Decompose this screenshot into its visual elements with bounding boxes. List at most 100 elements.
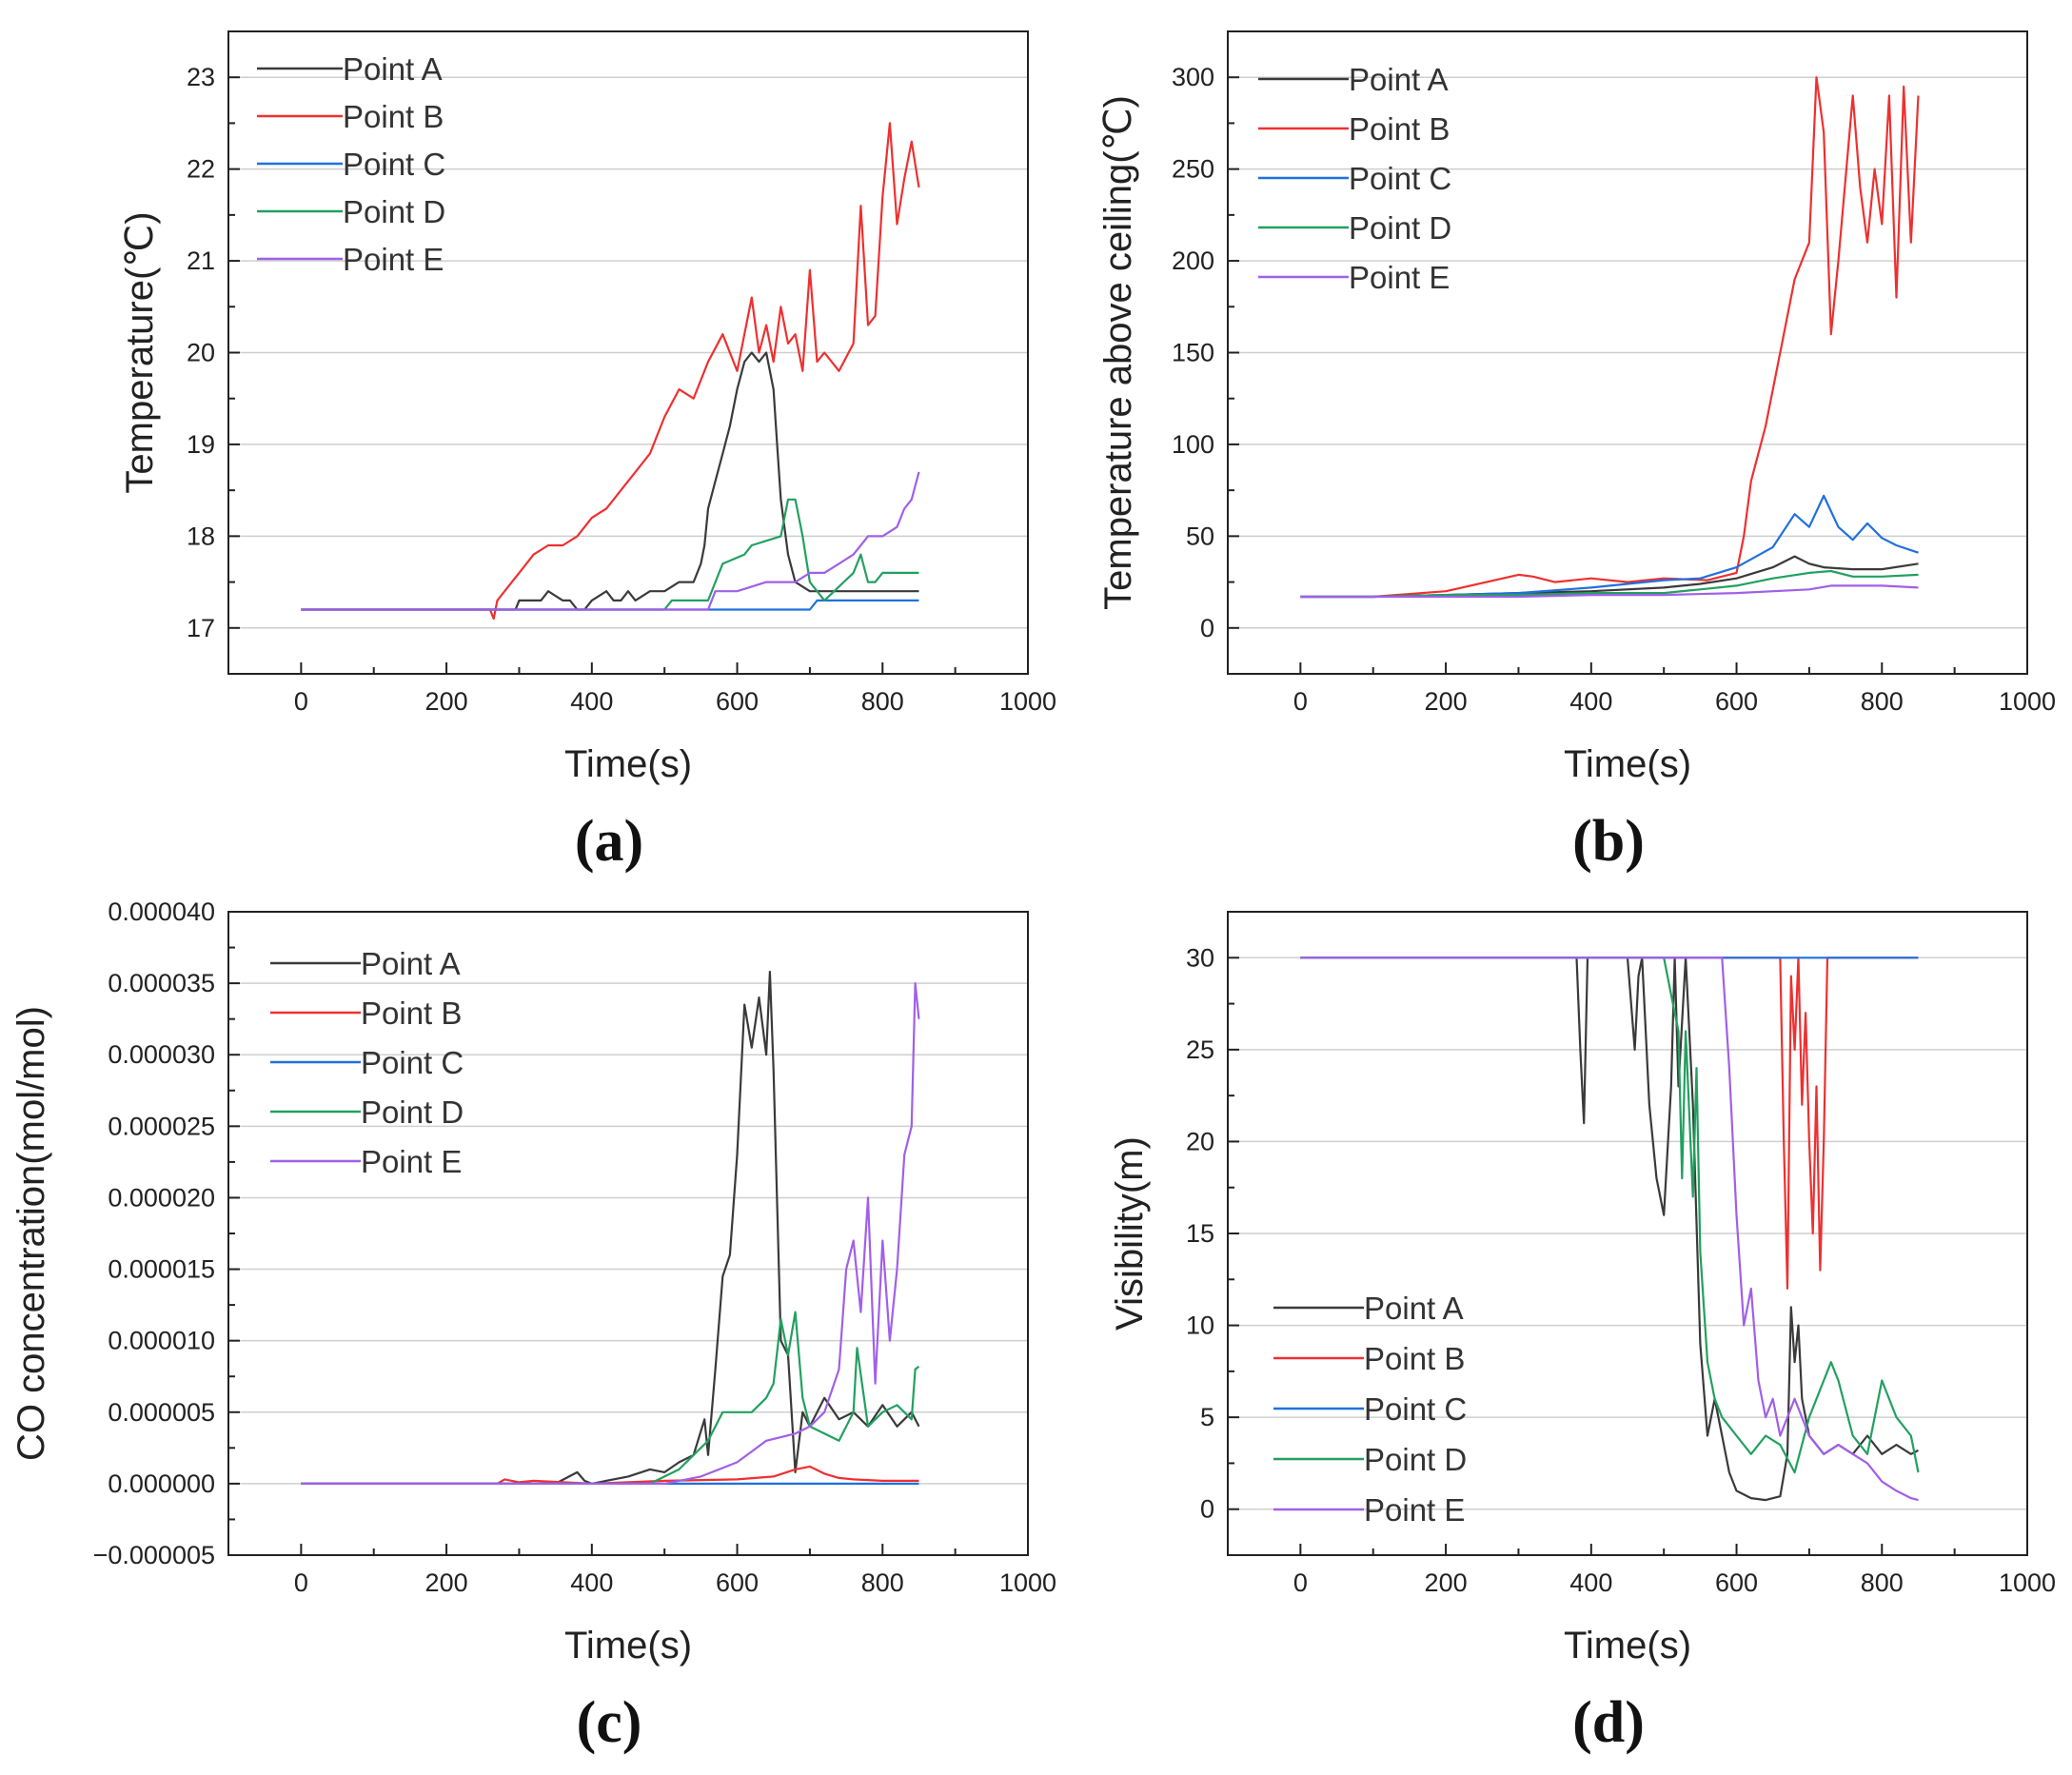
y-tick-label: 50 xyxy=(1186,522,1214,550)
x-axis-title: Time(s) xyxy=(1564,1625,1691,1667)
series-line-point-e xyxy=(1300,957,1919,1502)
chart-panel-d: 0 200 400 600 800 1000 0 5 10 15 20 25 30 Point A Poin… xyxy=(1109,911,2056,1755)
y-tick-label: 22 xyxy=(187,155,215,184)
legend-label: Point D xyxy=(1364,1442,1467,1477)
series-line-point-d xyxy=(1300,569,1919,599)
legend-label: Point B xyxy=(361,996,462,1031)
legend-label: Point A xyxy=(1349,62,1449,97)
series-line-point-a xyxy=(301,970,920,1486)
series-line-point-d xyxy=(301,1311,920,1486)
x-axis-title: Time(s) xyxy=(564,1625,692,1667)
x-tick-label: 800 xyxy=(1861,1568,1904,1597)
legend-label: Point C xyxy=(343,147,445,182)
panel-label: (a) xyxy=(575,809,643,874)
legend-label: Point D xyxy=(343,194,445,229)
legend-label: Point E xyxy=(361,1144,462,1179)
y-tick-label: 0.000030 xyxy=(108,1040,215,1069)
series-line-point-b xyxy=(301,1465,919,1486)
x-tick-label: 0 xyxy=(1293,1568,1308,1597)
series-line-point-b xyxy=(301,122,920,621)
x-tick-label: 0 xyxy=(1293,687,1308,716)
y-tick-label: 10 xyxy=(1186,1312,1214,1340)
y-tick-label: 19 xyxy=(187,430,215,459)
series-line-point-c xyxy=(301,599,919,611)
x-tick-label: 200 xyxy=(1425,687,1468,716)
x-tick-label: 1000 xyxy=(1999,687,2056,716)
series-line-point-b xyxy=(1300,957,1919,1291)
y-tick-label: 5 xyxy=(1200,1403,1214,1431)
chart-panel-a: 0 200 400 600 800 1000 17 18 19 20 21 22 23 Point A Po… xyxy=(119,30,1056,874)
x-tick-label: 600 xyxy=(716,687,759,716)
x-tick-label: 1000 xyxy=(999,1568,1056,1597)
y-tick-label: 0.000035 xyxy=(108,969,215,997)
y-tick-label: −0.000005 xyxy=(93,1541,215,1569)
legend-label: Point A xyxy=(1364,1291,1464,1326)
legend-label: Point A xyxy=(361,946,461,981)
y-tick-label: 0.000025 xyxy=(108,1112,215,1140)
legend-label: Point E xyxy=(1364,1492,1465,1528)
y-tick-label: 0.000020 xyxy=(108,1183,215,1212)
x-tick-label: 400 xyxy=(570,1568,613,1597)
legend-label: Point B xyxy=(1364,1341,1465,1376)
y-tick-label: 21 xyxy=(187,247,215,275)
y-tick-label: 17 xyxy=(187,614,215,642)
y-tick-label: 150 xyxy=(1172,339,1214,367)
legend-label: Point D xyxy=(361,1095,464,1130)
series-line-point-c xyxy=(1300,494,1919,599)
series-line-point-a xyxy=(1300,555,1919,599)
y-tick-label: 0 xyxy=(1200,1495,1214,1524)
x-tick-label: 1000 xyxy=(1999,1568,2056,1597)
x-axis-title: Time(s) xyxy=(1564,743,1691,785)
x-tick-label: 400 xyxy=(1569,687,1612,716)
x-tick-label: 800 xyxy=(861,1568,904,1597)
y-tick-label: 18 xyxy=(187,522,215,550)
series-line-point-d xyxy=(1300,957,1920,1474)
panel-label: (c) xyxy=(577,1690,642,1755)
chart-panel-c: 0 200 400 600 800 1000 −0.000005 0.000000 0.0000… xyxy=(10,897,1056,1755)
x-tick-label: 400 xyxy=(1569,1568,1612,1597)
legend-label: Point E xyxy=(1349,260,1450,295)
y-tick-label: 23 xyxy=(187,63,215,91)
x-tick-label: 200 xyxy=(425,1568,468,1597)
y-tick-label: 25 xyxy=(1186,1035,1214,1064)
series-line-point-e xyxy=(301,471,920,611)
x-tick-label: 200 xyxy=(1425,1568,1468,1597)
x-tick-label: 600 xyxy=(716,1568,759,1597)
x-axis-title: Time(s) xyxy=(564,743,692,785)
y-tick-label: 250 xyxy=(1172,155,1214,184)
x-tick-label: 0 xyxy=(294,687,308,716)
y-axis-title: CO concentration(mol/mol) xyxy=(10,1006,52,1461)
x-tick-label: 0 xyxy=(294,1568,308,1597)
series-line-point-e xyxy=(1300,584,1919,599)
y-tick-label: 15 xyxy=(1186,1219,1214,1248)
x-tick-label: 600 xyxy=(1715,1568,1758,1597)
y-tick-label: 20 xyxy=(1186,1127,1214,1155)
x-tick-label: 400 xyxy=(570,687,613,716)
x-tick-label: 1000 xyxy=(999,687,1056,716)
y-tick-label: 200 xyxy=(1172,247,1214,275)
y-tick-label: 0.000040 xyxy=(108,897,215,926)
legend-label: Point B xyxy=(1349,111,1450,147)
y-tick-label: 0.000010 xyxy=(108,1327,215,1355)
x-tick-label: 200 xyxy=(425,687,468,716)
y-tick-label: 0 xyxy=(1200,614,1214,642)
plot-frame xyxy=(227,911,1029,1556)
legend-label: Point C xyxy=(1349,161,1451,196)
x-tick-label: 800 xyxy=(861,687,904,716)
series-line-point-e xyxy=(301,981,920,1486)
chart-panel-b: 0 200 400 600 800 1000 0 50 100 150 200 250 300 Point… xyxy=(1097,30,2056,874)
y-tick-label: 0.000005 xyxy=(108,1398,215,1427)
x-tick-label: 600 xyxy=(1715,687,1758,716)
y-tick-label: 0.000000 xyxy=(108,1469,215,1498)
y-tick-label: 100 xyxy=(1172,430,1214,459)
legend-label: Point D xyxy=(1349,210,1451,246)
y-tick-label: 300 xyxy=(1172,63,1214,91)
series-line-point-a xyxy=(301,351,919,611)
legend-label: Point C xyxy=(361,1045,464,1080)
y-tick-label: 20 xyxy=(187,339,215,367)
series-line-point-d xyxy=(301,498,919,611)
legend-label: Point B xyxy=(343,99,444,134)
panel-label: (d) xyxy=(1572,1690,1645,1755)
y-axis-title: Visibility(m) xyxy=(1109,1136,1151,1331)
